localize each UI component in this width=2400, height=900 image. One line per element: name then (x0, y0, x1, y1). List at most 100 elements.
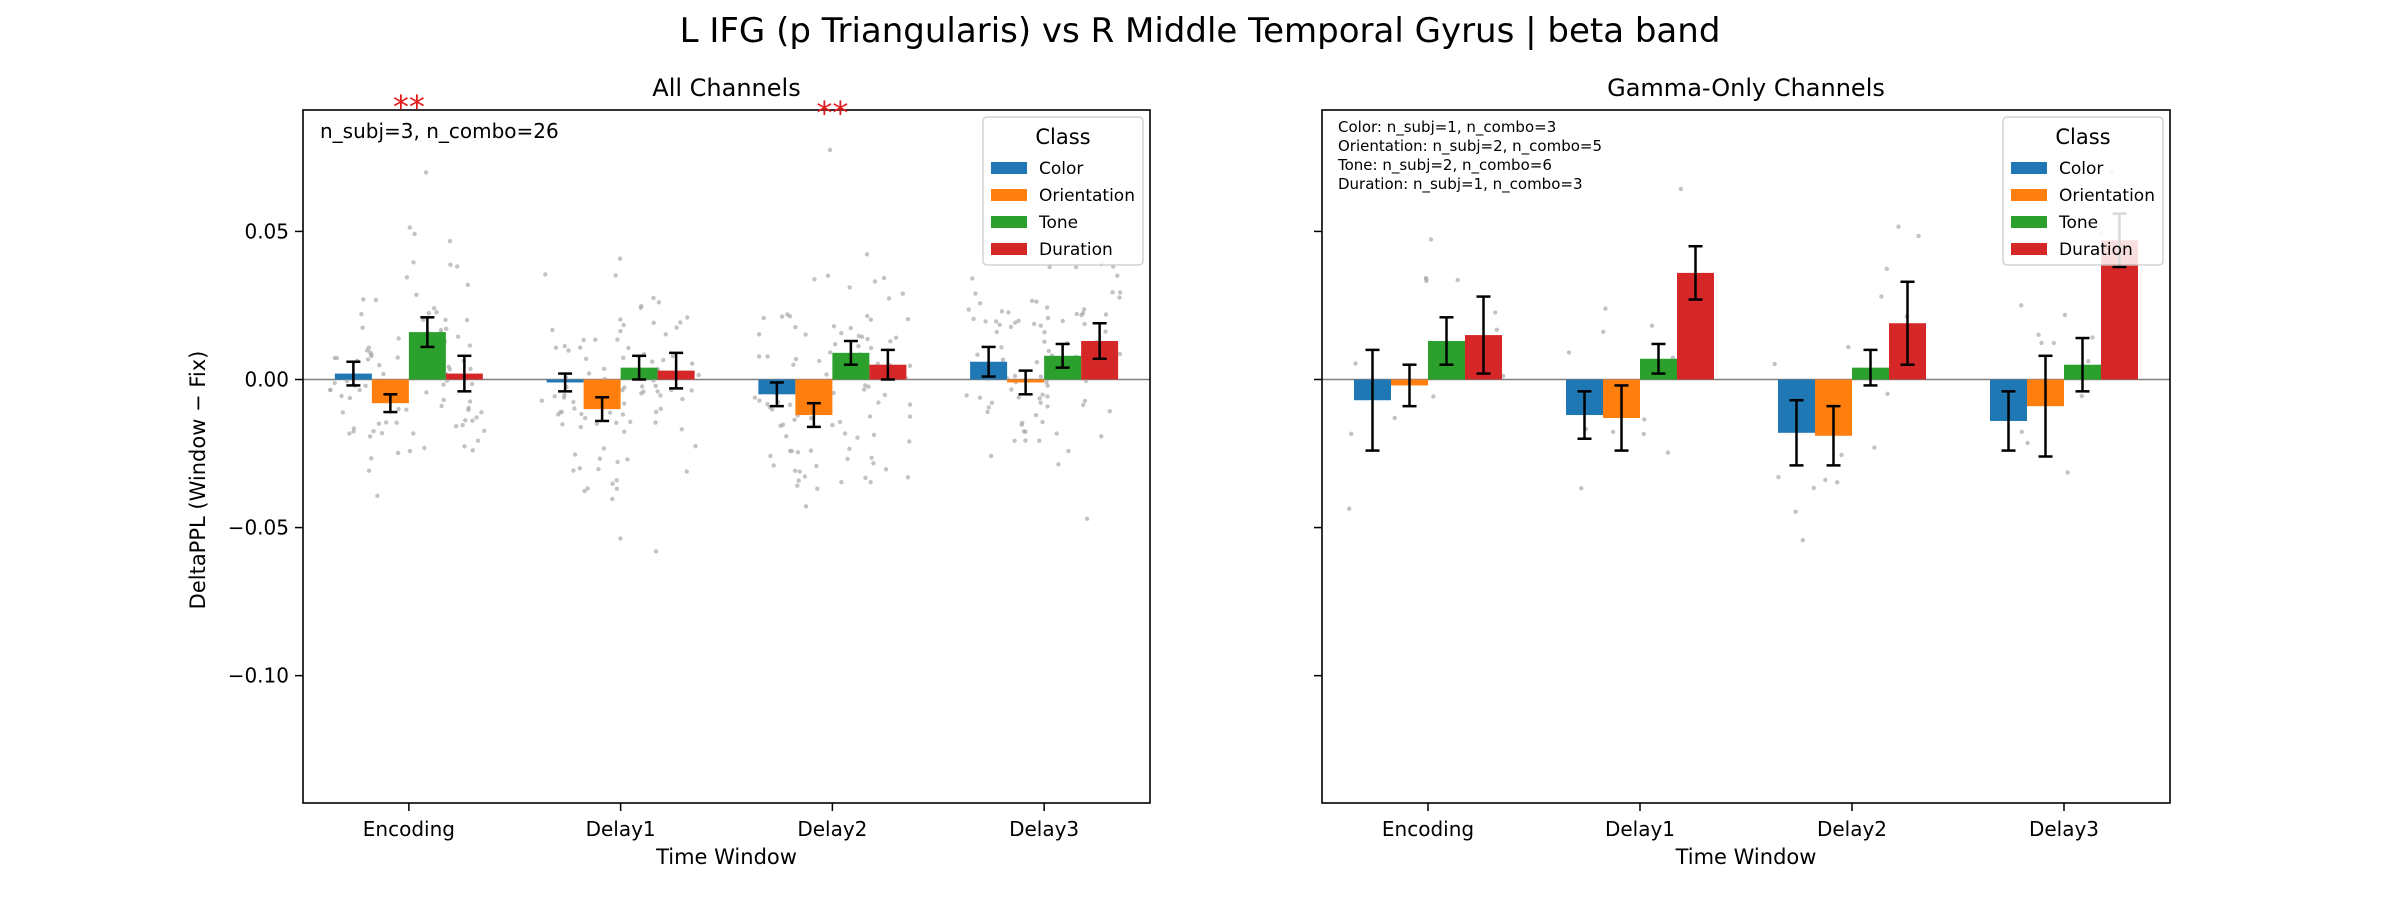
panel-all-channels: All Channels 0.05 0.00 −0.05 −0.10 Encoding De… (228, 74, 1151, 869)
scatter-point (396, 336, 401, 341)
scatter-point (583, 356, 589, 361)
scatter-point (653, 409, 659, 415)
scatter-point (978, 301, 983, 306)
scatter-point (640, 384, 645, 389)
scatter-point (1066, 448, 1071, 454)
scatter-point (597, 456, 602, 461)
scatter-point (431, 306, 437, 311)
scatter-point (1885, 391, 1890, 396)
scatter-point (842, 431, 848, 436)
annotation-text: Tone: n_subj=2, n_combo=6 (1337, 156, 1552, 175)
scatter-point (465, 282, 470, 287)
x-tick-label: Delay1 (586, 817, 656, 841)
scatter-point (1038, 323, 1043, 328)
scatter-point (1047, 264, 1052, 270)
scatter-point (833, 342, 838, 347)
scatter-point (900, 291, 905, 296)
axes-frame (302, 109, 1151, 804)
scatter-point (414, 292, 419, 297)
scatter-point (779, 314, 785, 319)
scatter-point (856, 333, 861, 339)
scatter-point (1610, 429, 1616, 434)
scatter-point (1006, 310, 1011, 315)
scatter-point (882, 392, 888, 398)
scatter-point (562, 343, 567, 349)
scatter-point (855, 435, 860, 440)
scatter-point (868, 345, 874, 351)
scatter-point (787, 448, 793, 454)
scatter-point (684, 469, 689, 474)
scatter-point (474, 415, 479, 420)
scatter-point (581, 337, 586, 343)
scatter-point (383, 420, 389, 425)
scatter-point (424, 390, 429, 395)
scatter-point (1099, 434, 1104, 439)
scatter-point (2086, 359, 2091, 364)
scatter-point (618, 536, 623, 541)
scatter-point (593, 337, 598, 342)
scatter-point (1034, 299, 1039, 304)
scatter-point (655, 389, 660, 394)
legend-swatch-tone (2011, 216, 2047, 228)
bar-orientation-encoding (371, 379, 409, 404)
scatter-point (439, 403, 444, 409)
scatter-point (765, 354, 770, 359)
scatter-point (886, 296, 892, 301)
annotation-text: n_subj=3, n_combo=26 (320, 119, 559, 143)
scatter-point (808, 448, 814, 453)
scatter-point (770, 407, 775, 412)
scatter-point (1423, 275, 1429, 281)
scatter-point (856, 344, 861, 349)
scatter-point (572, 452, 578, 457)
scatter-point (453, 424, 459, 429)
scatter-point (553, 345, 559, 350)
scatter-point (625, 457, 630, 462)
scatter-point (360, 325, 365, 330)
scatter-point (1045, 404, 1050, 409)
scatter-point (582, 488, 587, 494)
scatter-point (1642, 417, 1647, 422)
scatter-point (756, 354, 762, 359)
scatter-point (661, 357, 666, 363)
scatter-point (1493, 310, 1498, 315)
scatter-point (983, 319, 988, 324)
scatter-point (650, 359, 655, 364)
scatter-point (802, 474, 808, 479)
scatter-point (396, 406, 401, 412)
legend-swatch-duration (2011, 243, 2047, 255)
scatter-point (869, 455, 874, 460)
scatter-point (985, 409, 990, 415)
scatter-point (470, 418, 475, 423)
scatter-point (441, 382, 446, 387)
scatter-point (780, 422, 786, 427)
scatter-point (815, 486, 820, 491)
scatter-point (334, 355, 340, 361)
scatter-point (407, 448, 413, 454)
y-tick-label: −0.10 (228, 664, 289, 688)
scatter-point (905, 475, 911, 480)
scatter-point (2065, 470, 2070, 475)
scatter-point (828, 350, 833, 355)
scatter-point (989, 400, 995, 405)
scatter-point (795, 483, 800, 488)
scatter-point (1800, 538, 1806, 543)
x-axis-label: Time Window (655, 845, 797, 869)
scatter-point (622, 401, 627, 406)
scatter-point (663, 332, 668, 337)
scatter-point (883, 467, 889, 472)
significance-marker: ** (816, 94, 848, 132)
scatter-point (359, 312, 364, 317)
scatter-point (1566, 350, 1572, 355)
scatter-point (1428, 237, 1434, 242)
scatter-point (1020, 420, 1025, 425)
scatter-point (340, 410, 345, 415)
scatter-point (614, 420, 619, 425)
legend-swatch-orientation (2011, 189, 2047, 201)
scatter-point (1046, 348, 1052, 354)
scatter-point (470, 448, 475, 453)
scatter-point (881, 275, 887, 281)
scatter-point (618, 317, 623, 322)
scatter-point (1029, 298, 1035, 303)
scatter-point (964, 393, 969, 398)
